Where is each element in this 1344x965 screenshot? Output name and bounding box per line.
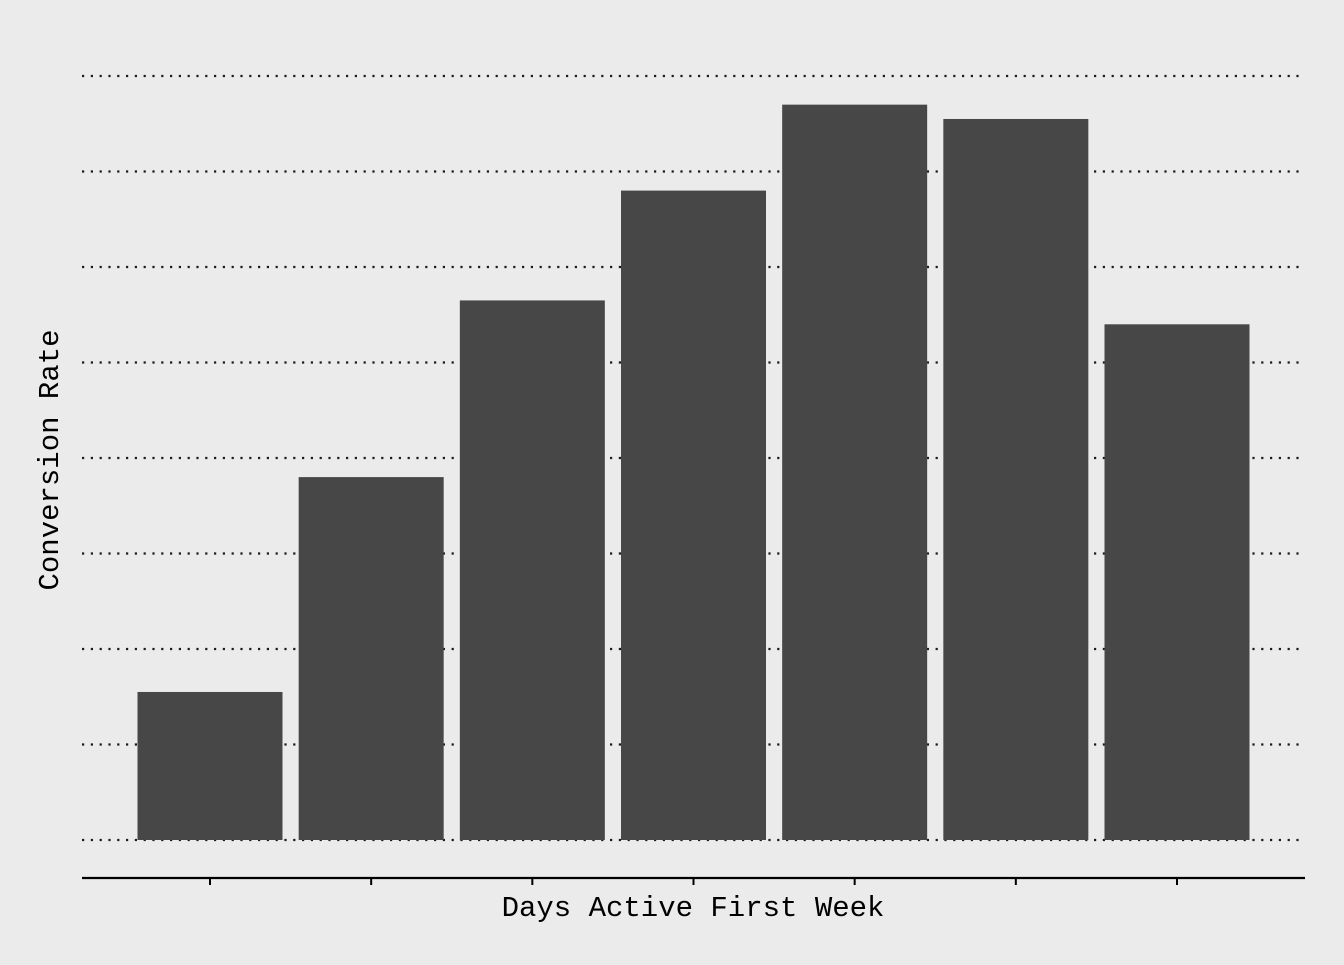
bar [459, 300, 605, 840]
gridlines [82, 74, 1305, 842]
bar [298, 477, 444, 840]
x-axis-title: Days Active First Week [502, 892, 885, 925]
bar [1104, 324, 1250, 840]
bar [943, 118, 1089, 841]
bar [782, 104, 928, 840]
y-axis-title: Conversion Rate [34, 329, 67, 590]
bar [137, 691, 283, 840]
x-axis-ticks [209, 878, 1178, 885]
bar [621, 190, 766, 841]
bars [137, 104, 1250, 841]
